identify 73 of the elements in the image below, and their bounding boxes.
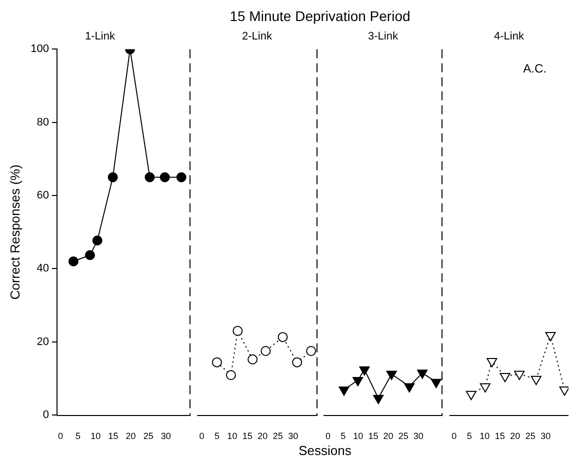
point — [530, 376, 541, 386]
point — [247, 354, 258, 364]
x-tick-label: 5 — [214, 430, 219, 441]
point — [108, 172, 118, 182]
point — [306, 346, 316, 356]
x-tick-label: 10 — [226, 430, 237, 441]
point — [338, 386, 350, 396]
x-tick-label: 15 — [494, 430, 504, 441]
point — [404, 383, 415, 392]
x-tick-label: 30 — [160, 430, 171, 441]
x-tick-label: 15 — [242, 430, 252, 441]
point — [479, 383, 490, 392]
point — [499, 372, 510, 382]
y-tick-label: 40 — [36, 262, 49, 275]
chart-subtitle: 3-Link — [368, 30, 398, 43]
x-tick-label: 10 — [353, 430, 364, 441]
point — [232, 326, 242, 336]
x-tick-label: 25 — [398, 430, 408, 441]
x-tick-label: 10 — [90, 430, 101, 441]
y-tick-label: 80 — [36, 116, 49, 128]
point — [486, 358, 497, 368]
y-tick-label: 20 — [36, 336, 49, 348]
point — [292, 357, 302, 368]
point — [260, 346, 270, 356]
x-tick-label: 15 — [108, 430, 118, 441]
x-tick-label: 0 — [58, 430, 63, 441]
point — [544, 332, 556, 342]
x-tick-label: 0 — [451, 430, 456, 441]
point — [211, 357, 222, 368]
y-tick-label: 60 — [36, 190, 49, 202]
x-tick-label: 20 — [510, 430, 520, 441]
annotation: A.C. — [522, 62, 546, 76]
y-tick-label: 100 — [30, 43, 49, 56]
x-tick-label: 5 — [76, 430, 81, 441]
point — [430, 378, 442, 388]
point — [386, 370, 397, 380]
x-tick-label: 10 — [479, 430, 490, 441]
point — [417, 370, 428, 379]
point — [465, 390, 476, 400]
x-tick-label: 5 — [340, 430, 346, 441]
point — [514, 370, 524, 380]
x-tick-label: 25 — [524, 430, 535, 441]
x-tick-label: 5 — [466, 430, 472, 441]
x-tick-label: 0 — [198, 430, 204, 441]
x-tick-label: 30 — [288, 430, 298, 441]
x-axis-title: Sessions — [298, 443, 352, 458]
point — [352, 377, 364, 386]
point — [277, 332, 288, 342]
x-tick-label: 20 — [126, 430, 136, 441]
y-axis-title: Correct Responses (%) — [7, 164, 22, 300]
chart-subtitle: 2-Link — [242, 30, 272, 43]
x-tick-label: 30 — [413, 430, 424, 441]
y-tick-label: 0 — [42, 409, 49, 422]
x-tick-label: 15 — [368, 430, 378, 441]
point — [558, 386, 568, 396]
x-tick-label: 25 — [272, 430, 282, 441]
point — [84, 250, 95, 260]
chart-title: 15 Minute Deprivation Period — [228, 7, 412, 26]
x-tick-label: 30 — [540, 430, 550, 441]
chart-subtitle: 4-Link — [494, 30, 524, 43]
x-tick-label: 0 — [326, 430, 331, 441]
point — [225, 370, 236, 380]
point — [373, 394, 384, 404]
chart-subtitle: 1-Link — [85, 30, 116, 43]
point — [92, 236, 102, 246]
x-tick-label: 25 — [143, 430, 154, 441]
point — [68, 256, 78, 266]
point — [144, 172, 155, 182]
point — [359, 366, 370, 376]
point — [160, 172, 170, 182]
x-tick-label: 20 — [257, 430, 268, 441]
x-tick-label: 20 — [383, 430, 394, 441]
point — [176, 172, 186, 182]
